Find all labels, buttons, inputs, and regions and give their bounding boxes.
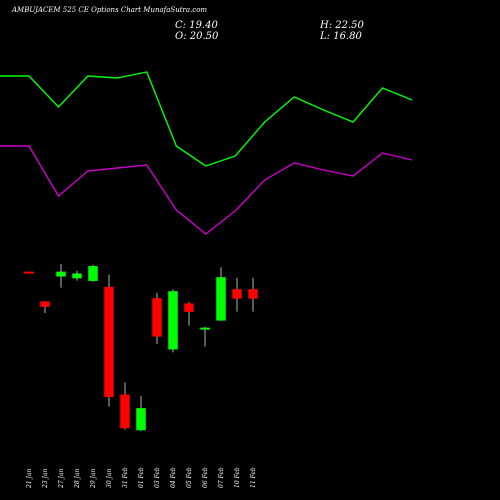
- candle: [184, 301, 194, 326]
- ohlc-open-label: O: 20.50: [175, 31, 219, 42]
- candle-body: [216, 277, 226, 321]
- candle-body: [184, 303, 194, 312]
- candle: [24, 271, 34, 274]
- date-label: 01 Feb: [138, 467, 145, 488]
- date-label: 31 Feb: [122, 467, 129, 488]
- candle-body: [72, 273, 82, 279]
- ohlc-open-value: 20.50: [189, 31, 219, 42]
- candle-body: [40, 301, 50, 307]
- date-label: 21 Jan: [26, 468, 33, 489]
- candle: [136, 396, 146, 432]
- candle: [72, 270, 82, 281]
- candle-body: [56, 271, 66, 277]
- chart-title: AMBUJACEM 525 CE Options Chart MunafaSut…: [11, 6, 207, 14]
- ohlc-high-value: 22.50: [334, 20, 364, 31]
- date-label: 07 Feb: [218, 467, 225, 488]
- date-label: 04 Feb: [170, 467, 177, 488]
- date-label: 11 Feb: [250, 467, 257, 488]
- candle: [216, 267, 226, 321]
- candle-body: [200, 327, 210, 330]
- ohlc-low-value: 16.80: [333, 31, 362, 42]
- date-label: 29 Jan: [90, 468, 97, 489]
- candle: [232, 277, 242, 312]
- date-label: 10 Feb: [234, 467, 241, 488]
- candle: [120, 382, 130, 430]
- candle-body: [168, 291, 178, 350]
- candle: [40, 301, 50, 314]
- ohlc-low-label: L: 16.80: [319, 31, 362, 42]
- candle: [248, 277, 258, 312]
- candle: [152, 292, 162, 344]
- date-axis: 21 Jan 23 Jan 27 Jan 28 Jan 29 Jan 30 Jan 31 F…: [26, 467, 257, 489]
- candle-body: [152, 298, 162, 337]
- date-label: 03 Feb: [154, 467, 161, 488]
- ohlc-close-value: 19.40: [189, 20, 218, 31]
- candle-body: [120, 394, 130, 429]
- candle-body: [88, 266, 98, 281]
- upper-line: [0, 71, 413, 167]
- date-label: 05 Feb: [186, 467, 193, 488]
- date-label: 23 Jan: [42, 468, 49, 489]
- candle-body: [136, 408, 146, 431]
- indicator-lines: [0, 71, 413, 235]
- candle-body: [24, 271, 34, 274]
- candle-body: [104, 286, 114, 398]
- ohlc-high-label: H: 22.50: [319, 20, 365, 31]
- candle-body: [232, 289, 242, 299]
- candles: [24, 264, 258, 432]
- ohlc-close-label: C: 19.40: [175, 20, 218, 31]
- candle: [104, 274, 114, 407]
- candle-body: [248, 289, 258, 299]
- candle: [200, 326, 210, 347]
- lower-line: [0, 145, 413, 235]
- date-label: 27 Jan: [58, 468, 65, 489]
- date-label: 06 Feb: [202, 467, 209, 488]
- date-label: 28 Jan: [74, 468, 81, 489]
- candle: [56, 264, 66, 288]
- candle: [168, 289, 178, 353]
- date-label: 30 Jan: [106, 468, 113, 488]
- candle: [88, 264, 98, 282]
